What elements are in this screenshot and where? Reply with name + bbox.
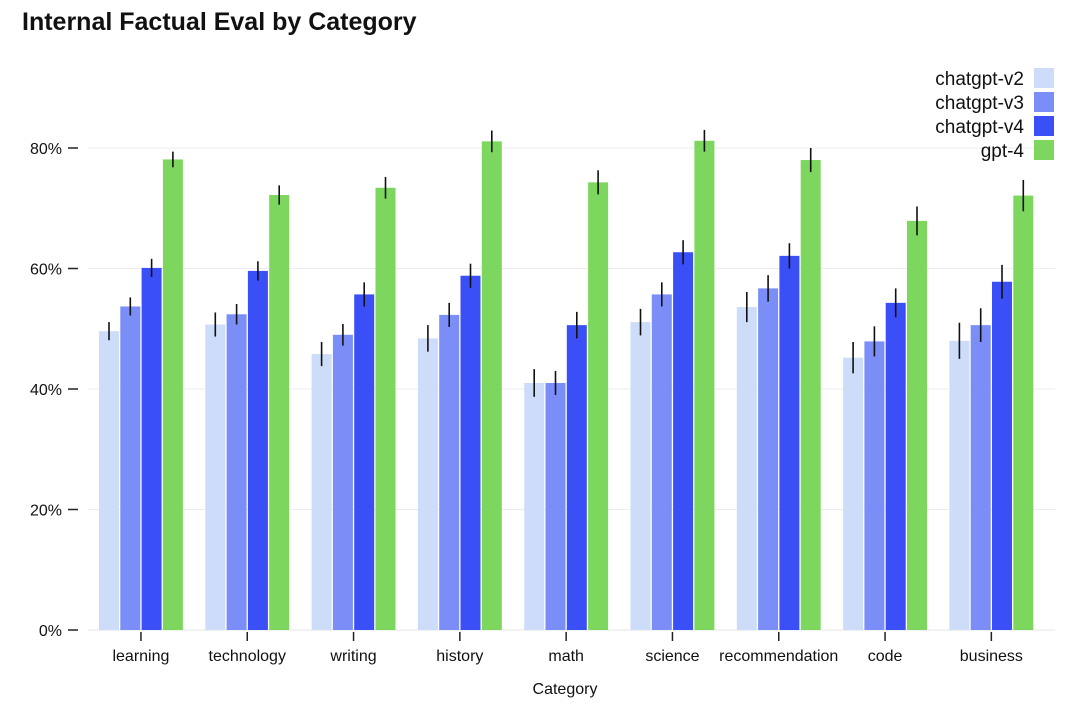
bar-gpt-4-learning [162, 159, 183, 630]
bar-chatgpt-v3-history [439, 314, 460, 630]
x-tick-label: science [645, 648, 699, 665]
x-tick-label: code [868, 648, 903, 665]
bar-gpt-4-math [588, 182, 609, 630]
bar-chatgpt-v4-science [673, 252, 694, 631]
bar-chatgpt-v2-code [843, 357, 864, 630]
bar-gpt-4-recommendation [800, 160, 821, 631]
bar-chatgpt-v4-math [566, 325, 587, 630]
bar-chatgpt-v4-business [992, 281, 1012, 630]
bar-gpt-4-science [694, 140, 715, 630]
bar-gpt-4-code [907, 220, 927, 630]
y-tick-label: 40% [30, 382, 62, 399]
x-tick-label: recommendation [719, 648, 838, 665]
bar-chatgpt-v2-technology [205, 324, 226, 630]
x-axis: learning technology writing history math scie… [112, 632, 1023, 665]
x-axis-title: Category [533, 681, 598, 698]
error-bars [108, 129, 1025, 397]
bar-chatgpt-v3-writing [332, 334, 353, 630]
legend-label-gpt-4: gpt-4 [981, 141, 1025, 162]
y-tick-label: 0% [39, 623, 62, 640]
legend: chatgpt-v2 chatgpt-v3 chatgpt-v4 gpt-4 [935, 68, 1054, 162]
legend-swatch-chatgpt-v4 [1034, 116, 1054, 136]
legend-swatch-chatgpt-v3 [1034, 92, 1054, 112]
x-tick-label: math [548, 648, 584, 665]
bar-gpt-4-technology [269, 194, 290, 630]
legend-swatch-gpt-4 [1034, 140, 1054, 160]
bar-chatgpt-v3-technology [226, 314, 247, 630]
bar-chatgpt-v2-writing [311, 354, 332, 630]
bar-chatgpt-v4-history [460, 275, 481, 630]
legend-label-chatgpt-v4: chatgpt-v4 [935, 117, 1024, 138]
bar-chatgpt-v4-code [885, 302, 906, 630]
bar-chatgpt-v3-code [864, 341, 885, 630]
bar-chatgpt-v3-science [651, 294, 672, 630]
x-tick-label: business [960, 648, 1023, 665]
bar-gpt-4-business [1013, 195, 1034, 630]
bar-chatgpt-v3-recommendation [758, 288, 779, 630]
x-tick-label: technology [209, 648, 286, 665]
y-tick-label: 20% [30, 503, 62, 520]
y-tick-label: 80% [30, 141, 62, 158]
legend-label-chatgpt-v2: chatgpt-v2 [935, 69, 1024, 90]
bar-gpt-4-writing [375, 187, 396, 630]
bar-chatgpt-v2-science [630, 322, 651, 630]
chart-title: Internal Factual Eval by Category [22, 8, 417, 36]
bar-chatgpt-v4-recommendation [779, 255, 800, 630]
bar-chatgpt-v3-math [545, 382, 566, 630]
bar-gpt-4-history [481, 141, 502, 630]
legend-label-chatgpt-v3: chatgpt-v3 [935, 93, 1024, 114]
bar-chatgpt-v3-business [970, 325, 991, 630]
y-tick-label: 60% [30, 262, 62, 279]
bar-chatgpt-v2-business [949, 340, 970, 630]
legend-swatch-chatgpt-v2 [1034, 68, 1054, 88]
bars [99, 140, 1034, 631]
bar-chatgpt-v2-learning [99, 331, 119, 630]
x-tick-label: writing [329, 648, 376, 665]
bar-chatgpt-v2-history [417, 338, 438, 630]
bar-chatgpt-v3-learning [120, 306, 141, 630]
bar-chatgpt-v2-recommendation [736, 307, 757, 630]
x-tick-label: history [436, 648, 483, 665]
bar-chatgpt-v2-math [524, 382, 545, 630]
bar-chatgpt-v4-learning [141, 267, 162, 630]
y-axis: 0% 20% 40% 60% 80% [30, 141, 78, 640]
bar-chatgpt-v4-technology [247, 270, 268, 630]
x-tick-label: learning [112, 648, 169, 665]
bar-chatgpt-v4-writing [354, 294, 375, 630]
